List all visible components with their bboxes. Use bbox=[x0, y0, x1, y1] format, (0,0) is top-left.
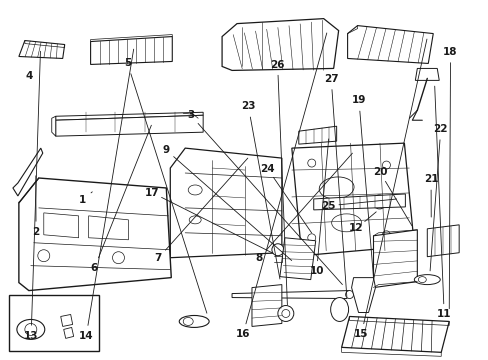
Text: 7: 7 bbox=[154, 253, 162, 263]
Circle shape bbox=[112, 252, 124, 264]
Text: 24: 24 bbox=[260, 163, 274, 174]
Text: 27: 27 bbox=[323, 74, 338, 84]
Ellipse shape bbox=[330, 298, 348, 321]
Ellipse shape bbox=[189, 216, 201, 224]
Text: 9: 9 bbox=[162, 144, 169, 154]
Polygon shape bbox=[170, 148, 281, 258]
Circle shape bbox=[277, 306, 293, 321]
Polygon shape bbox=[61, 315, 73, 327]
Ellipse shape bbox=[331, 214, 361, 232]
Text: 13: 13 bbox=[24, 331, 39, 341]
Text: 5: 5 bbox=[124, 58, 131, 68]
Bar bbox=[9, 294, 99, 351]
Polygon shape bbox=[44, 213, 79, 238]
Polygon shape bbox=[232, 291, 349, 298]
Polygon shape bbox=[19, 178, 171, 291]
Circle shape bbox=[375, 198, 382, 206]
Polygon shape bbox=[279, 238, 315, 280]
Circle shape bbox=[281, 310, 289, 318]
Text: 2: 2 bbox=[32, 227, 40, 237]
Text: 10: 10 bbox=[309, 266, 323, 276]
Circle shape bbox=[382, 231, 389, 239]
Polygon shape bbox=[88, 216, 128, 240]
Text: 23: 23 bbox=[241, 102, 255, 112]
Text: 3: 3 bbox=[187, 111, 194, 121]
Polygon shape bbox=[63, 328, 74, 338]
Circle shape bbox=[291, 262, 303, 274]
Circle shape bbox=[307, 159, 315, 167]
Circle shape bbox=[295, 265, 300, 270]
Polygon shape bbox=[222, 19, 338, 71]
Ellipse shape bbox=[179, 315, 209, 328]
Circle shape bbox=[38, 250, 50, 262]
Polygon shape bbox=[347, 26, 432, 63]
Polygon shape bbox=[313, 194, 405, 210]
Polygon shape bbox=[90, 37, 172, 64]
Polygon shape bbox=[52, 116, 56, 136]
Polygon shape bbox=[341, 316, 448, 352]
Text: 11: 11 bbox=[436, 310, 450, 319]
Polygon shape bbox=[56, 112, 203, 120]
Ellipse shape bbox=[413, 275, 439, 285]
Circle shape bbox=[382, 161, 389, 169]
Circle shape bbox=[271, 244, 283, 256]
Ellipse shape bbox=[417, 276, 426, 283]
Polygon shape bbox=[251, 285, 281, 327]
Text: 14: 14 bbox=[79, 331, 93, 341]
Ellipse shape bbox=[183, 318, 193, 325]
Text: 4: 4 bbox=[25, 71, 33, 81]
Text: 6: 6 bbox=[91, 263, 98, 273]
Polygon shape bbox=[19, 41, 64, 58]
Polygon shape bbox=[414, 68, 438, 80]
Ellipse shape bbox=[345, 291, 353, 298]
Circle shape bbox=[372, 195, 386, 209]
Text: 15: 15 bbox=[353, 329, 368, 339]
Text: 20: 20 bbox=[372, 167, 386, 177]
Text: 22: 22 bbox=[433, 124, 447, 134]
Polygon shape bbox=[373, 230, 416, 288]
Text: 21: 21 bbox=[423, 174, 437, 184]
Polygon shape bbox=[56, 115, 203, 136]
Text: 16: 16 bbox=[235, 329, 250, 339]
Text: 12: 12 bbox=[348, 224, 363, 233]
Polygon shape bbox=[291, 143, 413, 256]
Polygon shape bbox=[13, 148, 42, 196]
Polygon shape bbox=[427, 225, 458, 257]
Text: 8: 8 bbox=[255, 253, 262, 263]
Text: 19: 19 bbox=[351, 95, 366, 105]
Circle shape bbox=[307, 234, 315, 242]
Ellipse shape bbox=[17, 319, 45, 339]
Text: 18: 18 bbox=[443, 47, 457, 57]
Text: 25: 25 bbox=[321, 201, 335, 211]
Polygon shape bbox=[351, 278, 375, 312]
Text: 26: 26 bbox=[270, 59, 285, 69]
Ellipse shape bbox=[188, 185, 202, 195]
Ellipse shape bbox=[319, 177, 353, 199]
Text: 17: 17 bbox=[144, 188, 159, 198]
Text: 1: 1 bbox=[79, 195, 86, 205]
Polygon shape bbox=[298, 126, 336, 144]
Circle shape bbox=[25, 323, 37, 336]
